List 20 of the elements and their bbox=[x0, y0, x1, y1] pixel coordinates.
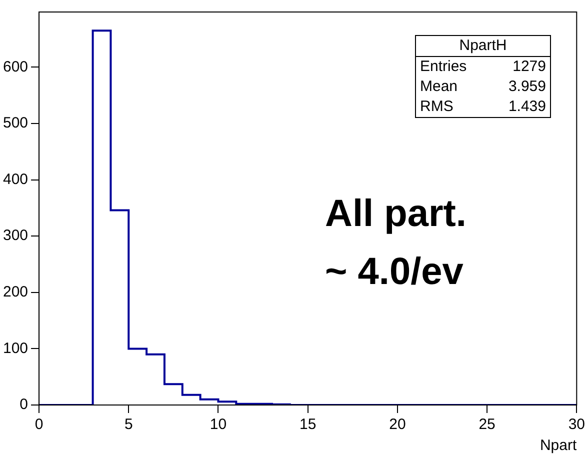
x-tick-label: 0 bbox=[34, 416, 44, 434]
y-tick-label: 100 bbox=[2, 340, 28, 357]
text: RMS 1.439 bbox=[420, 98, 546, 115]
x-axis-title: Npart bbox=[540, 437, 578, 454]
y-tick-label: 0 bbox=[20, 396, 28, 414]
y-tick-label: 200 bbox=[2, 284, 28, 301]
x-tick-label: 15 bbox=[300, 416, 316, 434]
x-tick-label: 30 bbox=[568, 416, 585, 434]
x-tick-label: 20 bbox=[389, 416, 406, 434]
annotation: All part. ~ 4.0/ev bbox=[325, 192, 466, 295]
text: Mean 3.959 bbox=[420, 78, 546, 95]
y-tick-label: 400 bbox=[2, 170, 28, 188]
x-tick-label: 10 bbox=[210, 416, 227, 434]
annotation: NpartH bbox=[416, 36, 550, 57]
y-tick-label: 500 bbox=[2, 114, 28, 132]
y-tick-label: 600 bbox=[2, 58, 28, 76]
text: Entries 1279 bbox=[420, 58, 546, 75]
y-tick-label: 300 bbox=[2, 227, 28, 244]
x-tick-label: 25 bbox=[478, 416, 496, 434]
x-tick-label: 5 bbox=[124, 416, 133, 434]
